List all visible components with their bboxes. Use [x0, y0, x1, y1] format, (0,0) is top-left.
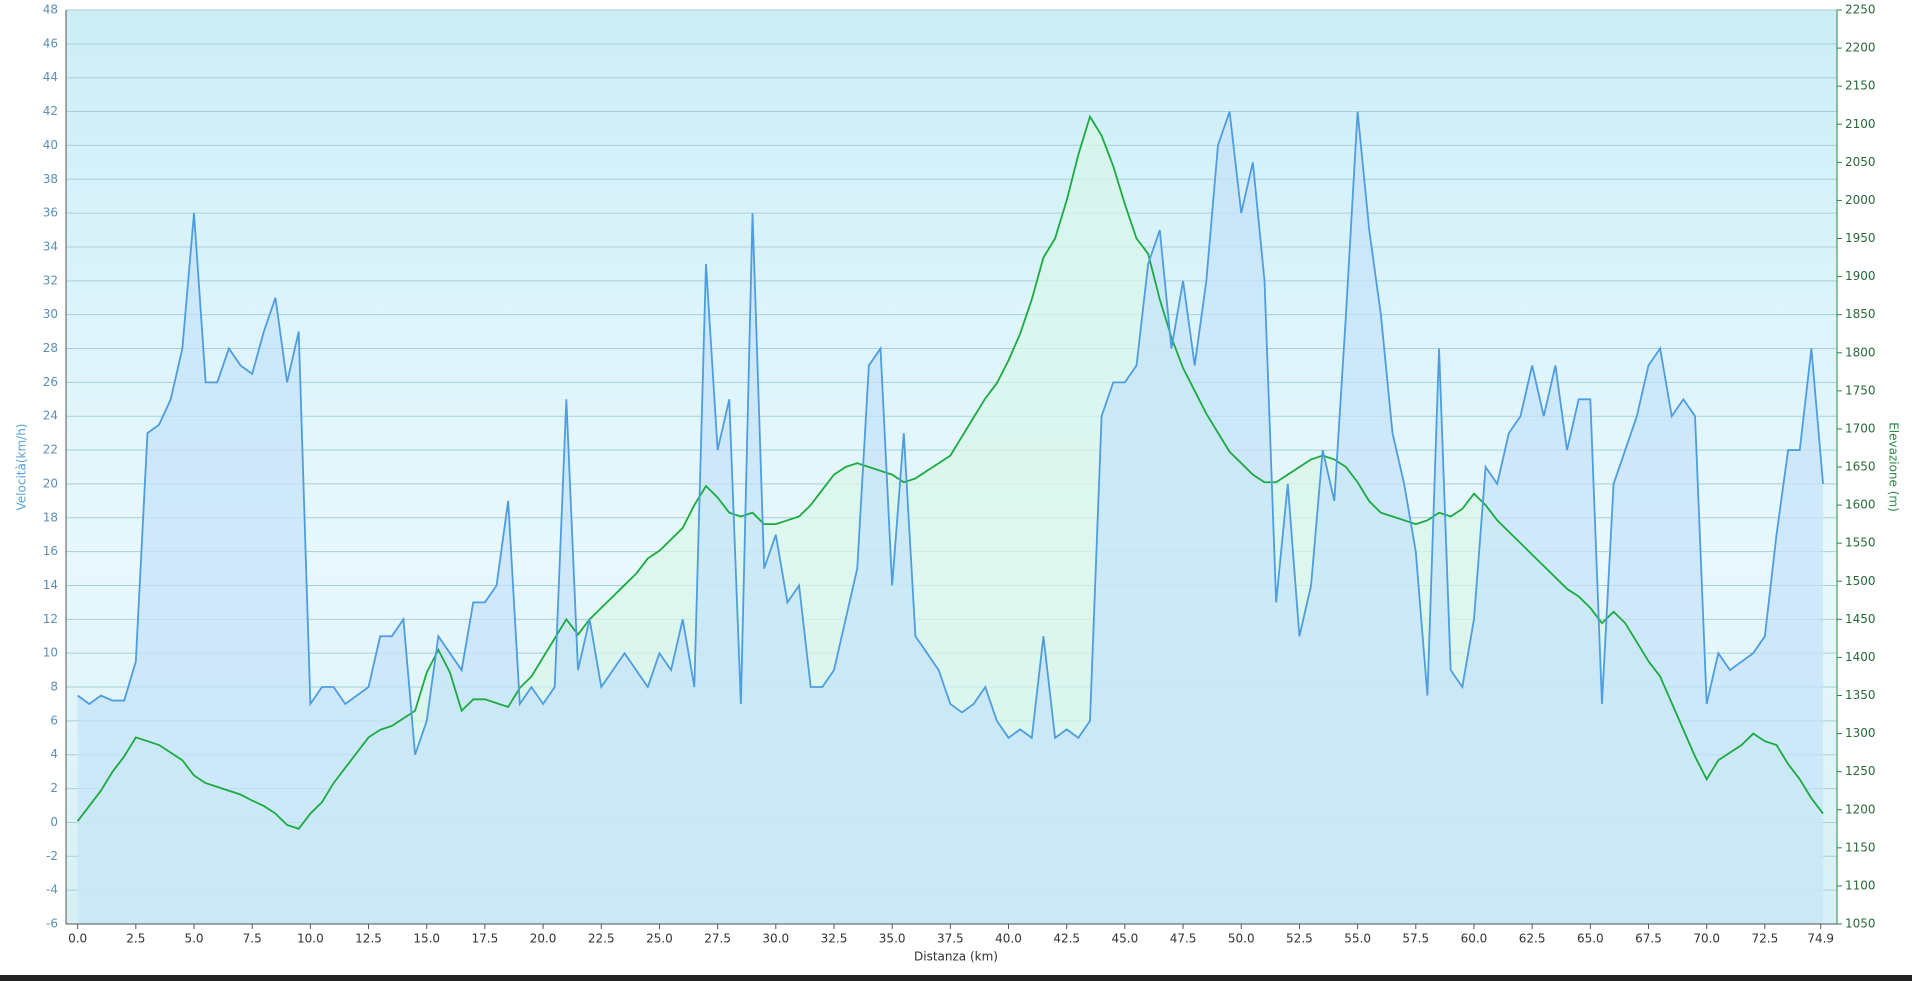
x-tick-label: 65.0	[1577, 932, 1604, 946]
x-tick-label: 15.0	[413, 932, 440, 946]
y-tick-label: -4	[46, 883, 58, 897]
x-tick-label: 70.0	[1693, 932, 1720, 946]
y2-tick-label: 1500	[1845, 574, 1876, 588]
y2-tick-label: 1450	[1845, 612, 1876, 626]
y2-tick-label: 2050	[1845, 155, 1876, 169]
y-tick-label: 22	[43, 443, 58, 457]
y2-tick-label: 1200	[1845, 802, 1876, 816]
y2-axis-label: Elevazione (m)	[1887, 422, 1901, 512]
y2-tick-label: 2100	[1845, 117, 1876, 131]
x-tick-label: 17.5	[472, 932, 499, 946]
y-tick-label: 2	[50, 781, 58, 795]
y2-tick-label: 1300	[1845, 726, 1876, 740]
x-tick-label: 22.5	[588, 932, 615, 946]
y-tick-label: 30	[43, 307, 58, 321]
bottom-bar	[0, 975, 1912, 981]
y2-tick-label: 2000	[1845, 193, 1876, 207]
x-tick-label: 57.5	[1402, 932, 1429, 946]
y-tick-label: 20	[43, 476, 58, 490]
y-tick-label: 46	[43, 36, 58, 50]
y-tick-label: -2	[46, 849, 58, 863]
x-tick-label: 10.0	[297, 932, 324, 946]
x-tick-label: 55.0	[1344, 932, 1371, 946]
y2-tick-label: 1750	[1845, 383, 1876, 397]
y2-tick-label: 1400	[1845, 650, 1876, 664]
x-tick-label: 74.9	[1807, 932, 1834, 946]
y-tick-label: 48	[43, 3, 58, 17]
y-tick-label: 16	[43, 544, 58, 558]
series-line	[77, 111, 1824, 756]
x-tick-label: 72.5	[1751, 932, 1778, 946]
x-tick-label: 32.5	[821, 932, 848, 946]
y-tick-label: 26	[43, 375, 58, 389]
y2-tick-label: 1050	[1845, 917, 1876, 931]
y-tick-label: 12	[43, 612, 58, 626]
series-area	[77, 111, 1824, 925]
y2-tick-label: 1950	[1845, 231, 1876, 245]
x-tick-label: 5.0	[184, 932, 203, 946]
y2-tick-label: 1550	[1845, 536, 1876, 550]
x-tick-label: 27.5	[704, 932, 731, 946]
x-tick-label: 20.0	[530, 932, 557, 946]
y-tick-label: 42	[43, 104, 58, 118]
y2-tick-label: 1650	[1845, 460, 1876, 474]
y2-tick-label: 1600	[1845, 498, 1876, 512]
x-tick-label: 67.5	[1635, 932, 1662, 946]
x-tick-label: 2.5	[126, 932, 145, 946]
y-tick-label: 6	[50, 713, 58, 727]
y2-tick-label: 1850	[1845, 307, 1876, 321]
x-tick-label: 12.5	[355, 932, 382, 946]
x-tick-label: 45.0	[1112, 932, 1139, 946]
series-line	[76, 114, 1824, 830]
y-tick-label: 40	[43, 138, 58, 152]
x-axis-label: Distanza (km)	[914, 950, 998, 964]
y2-tick-label: 2150	[1845, 79, 1876, 93]
y2-tick-label: 2200	[1845, 41, 1876, 55]
y2-tick-label: 1150	[1845, 840, 1876, 854]
y2-tick-label: 1250	[1845, 764, 1876, 778]
x-tick-label: 35.0	[879, 932, 906, 946]
y-tick-label: 18	[43, 510, 58, 524]
x-tick-label: 52.5	[1286, 932, 1313, 946]
y-tick-label: -6	[46, 917, 58, 931]
y2-tick-label: 1700	[1845, 421, 1876, 435]
y-tick-label: 24	[43, 409, 58, 423]
x-tick-label: 47.5	[1170, 932, 1197, 946]
x-tick-label: 7.5	[243, 932, 262, 946]
y-tick-label: 34	[43, 239, 58, 253]
y-tick-label: 0	[50, 815, 58, 829]
x-tick-label: 62.5	[1519, 932, 1546, 946]
x-tick-label: 60.0	[1461, 932, 1488, 946]
y-tick-label: 8	[50, 680, 58, 694]
y-tick-label: 28	[43, 341, 58, 355]
y2-tick-label: 1900	[1845, 269, 1876, 283]
y2-tick-label: 1100	[1845, 878, 1876, 892]
x-tick-label: 40.0	[995, 932, 1022, 946]
x-tick-label: 50.0	[1228, 932, 1255, 946]
y-tick-label: 14	[43, 578, 58, 592]
y-tick-label: 10	[43, 646, 58, 660]
y-tick-label: 4	[50, 747, 58, 761]
y2-tick-label: 1800	[1845, 345, 1876, 359]
y-tick-label: 38	[43, 172, 58, 186]
x-tick-label: 37.5	[937, 932, 964, 946]
y-tick-label: 36	[43, 206, 58, 220]
x-tick-label: 0.0	[68, 932, 87, 946]
y-tick-label: 44	[43, 70, 58, 84]
y-tick-label: 32	[43, 273, 58, 287]
x-tick-label: 25.0	[646, 932, 673, 946]
x-tick-label: 42.5	[1053, 932, 1080, 946]
x-tick-label: 30.0	[762, 932, 789, 946]
y2-tick-label: 2250	[1845, 3, 1876, 17]
y-axis-label: Velocità(km/h)	[15, 424, 29, 511]
y2-tick-label: 1350	[1845, 688, 1876, 702]
